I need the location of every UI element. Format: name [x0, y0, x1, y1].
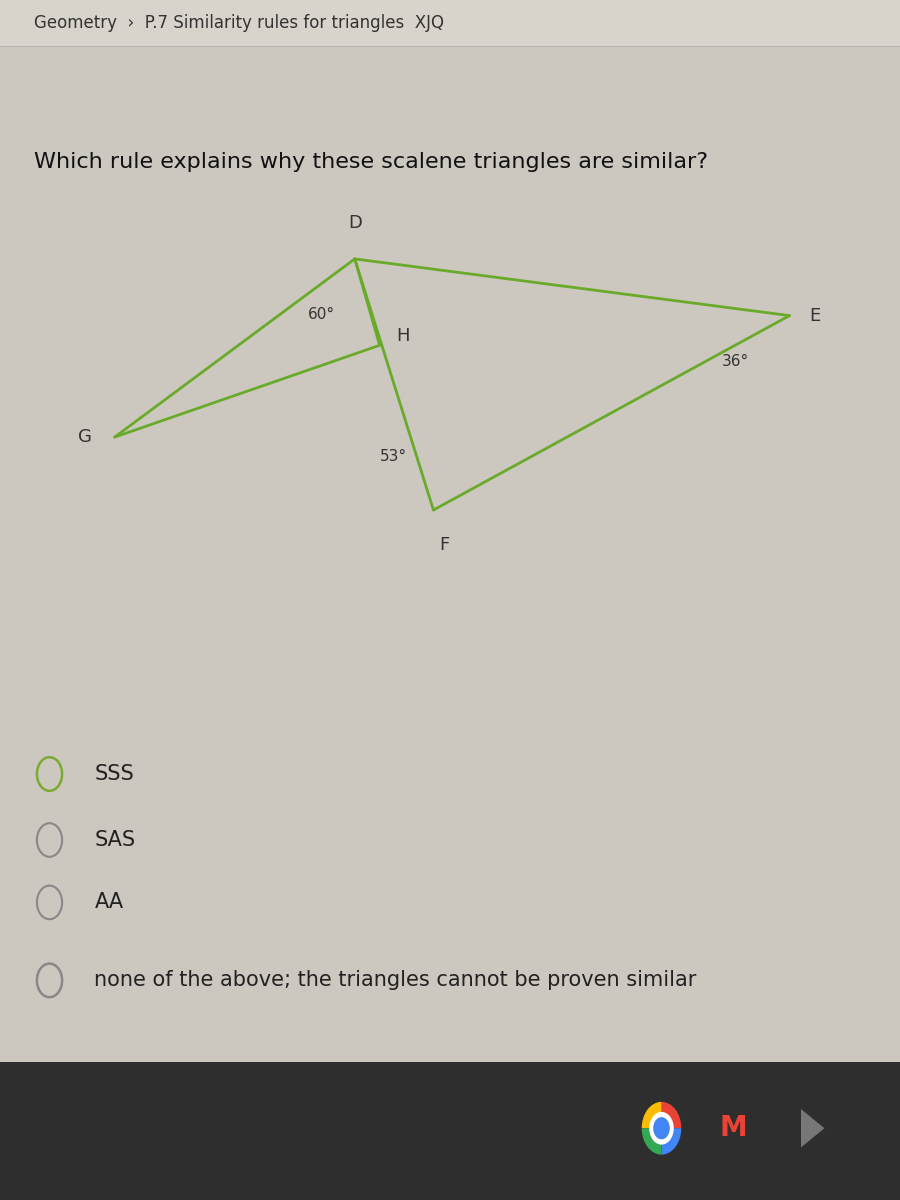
- Text: H: H: [396, 326, 410, 344]
- Wedge shape: [662, 1128, 681, 1154]
- Text: D: D: [347, 215, 362, 233]
- Text: F: F: [439, 536, 449, 554]
- Wedge shape: [642, 1102, 662, 1128]
- Text: Geometry  ›  P.7 Similarity rules for triangles  XJQ: Geometry › P.7 Similarity rules for tria…: [34, 13, 445, 31]
- Wedge shape: [642, 1128, 662, 1154]
- FancyBboxPatch shape: [0, 0, 900, 46]
- Text: M: M: [720, 1115, 747, 1142]
- Text: Which rule explains why these scalene triangles are similar?: Which rule explains why these scalene tr…: [34, 152, 708, 172]
- Text: G: G: [78, 428, 92, 446]
- Text: 60°: 60°: [308, 307, 335, 322]
- Wedge shape: [662, 1102, 681, 1128]
- Text: SAS: SAS: [94, 830, 136, 850]
- Text: AA: AA: [94, 893, 123, 912]
- Text: 53°: 53°: [380, 449, 407, 464]
- Circle shape: [653, 1117, 670, 1139]
- Text: SSS: SSS: [94, 764, 134, 784]
- Text: 36°: 36°: [722, 354, 749, 370]
- Text: none of the above; the triangles cannot be proven similar: none of the above; the triangles cannot …: [94, 971, 697, 990]
- Polygon shape: [801, 1109, 824, 1147]
- Text: E: E: [809, 306, 821, 324]
- FancyBboxPatch shape: [0, 1062, 900, 1200]
- Circle shape: [649, 1112, 674, 1145]
